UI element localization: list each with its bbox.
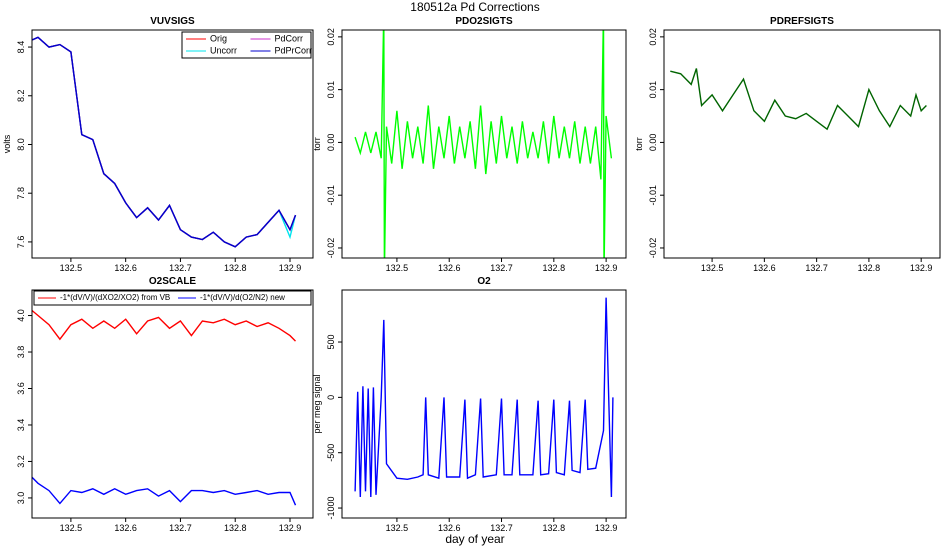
y-tick-label: 0 [326, 395, 336, 400]
data-line [32, 476, 297, 506]
y-tick-label: 4.0 [16, 309, 26, 322]
plot-frame [31, 289, 314, 519]
y-tick-label: 7.8 [16, 187, 26, 200]
x-tick-label: 132.5 [386, 263, 409, 273]
x-tick-label: 132.7 [169, 263, 192, 273]
data-line [354, 30, 613, 258]
x-tick-label: 132.5 [60, 263, 83, 273]
x-tick-label: 132.7 [490, 523, 513, 533]
plot-frame [31, 29, 314, 259]
x-tick-label: 132.7 [490, 263, 513, 273]
legend-box [33, 290, 312, 306]
legend-label: PdCorr [275, 33, 304, 43]
x-tick-label: 132.8 [543, 523, 566, 533]
legend-box [181, 31, 312, 59]
legend-label: PdPrCorr [275, 45, 313, 55]
legend-label: -1*(dV/V)/d(O2/N2) new [200, 293, 285, 302]
y-tick-label: -1000 [326, 497, 336, 520]
plot-frame [663, 29, 941, 259]
y-tick-label: 3.6 [16, 382, 26, 395]
x-tick-label: 132.9 [910, 263, 933, 273]
y-tick-label: 0.00 [648, 134, 658, 152]
y-tick-label: -0.02 [326, 238, 336, 259]
y-tick-label: 7.6 [16, 236, 26, 249]
y-tick-label: -500 [326, 444, 336, 462]
x-tick-label: 132.5 [386, 523, 409, 533]
y-axis-label: torr [634, 137, 644, 151]
panel-title: PDREFSIGTS [770, 16, 834, 27]
plot-frame [341, 289, 627, 519]
panel-title: O2SCALE [149, 276, 197, 287]
x-tick-label: 132.7 [805, 263, 828, 273]
x-tick-label: 132.8 [224, 263, 247, 273]
y-tick-label: 8.0 [16, 138, 26, 151]
x-tick-label: 132.9 [279, 523, 302, 533]
x-tick-label: 132.8 [543, 263, 566, 273]
y-tick-label: -0.02 [648, 238, 658, 259]
x-tick-label: 132.6 [753, 263, 776, 273]
y-tick-label: -0.01 [648, 185, 658, 206]
legend-label: Orig [210, 33, 227, 43]
legend-label: Uncorr [210, 45, 237, 55]
y-tick-label: 500 [326, 335, 336, 350]
legend-label: -1*(dV/V)/(dXO2/XO2) from VB [60, 293, 170, 302]
y-tick-label: 8.4 [16, 41, 26, 54]
y-tick-label: 0.01 [648, 81, 658, 99]
panel-title: VUVSIGS [150, 16, 195, 27]
x-tick-label: 132.9 [595, 523, 618, 533]
y-axis-label: torr [312, 137, 322, 151]
y-tick-label: 3.0 [16, 492, 26, 505]
data-line [32, 309, 296, 342]
x-tick-label: 132.6 [438, 263, 461, 273]
y-tick-label: 3.8 [16, 346, 26, 359]
x-tick-label: 132.6 [438, 523, 461, 533]
y-tick-label: 0.01 [326, 81, 336, 99]
x-tick-label: 132.8 [224, 523, 247, 533]
panel-title: PDO2SIGTS [455, 16, 513, 27]
x-tick-label: 132.6 [114, 263, 137, 273]
y-tick-label: 3.2 [16, 455, 26, 468]
y-axis-label: volts [2, 134, 12, 153]
y-tick-label: 3.4 [16, 419, 26, 432]
y-tick-label: -0.01 [326, 185, 336, 206]
y-axis-label: per meg signal [312, 374, 322, 433]
y-tick-label: 0.02 [326, 28, 336, 46]
x-tick-label: 132.8 [858, 263, 881, 273]
x-tick-label: 132.6 [114, 523, 137, 533]
figure-title: 180512a Pd Corrections [410, 0, 539, 14]
y-tick-label: 0.00 [326, 134, 336, 152]
plot-frame [341, 29, 627, 259]
x-tick-label: 132.9 [595, 263, 618, 273]
y-tick-label: 8.2 [16, 90, 26, 103]
x-tick-label: 132.9 [279, 263, 302, 273]
data-line [670, 68, 927, 131]
y-tick-label: 0.02 [648, 28, 658, 46]
x-axis-label: day of year [445, 532, 504, 546]
x-tick-label: 132.7 [169, 523, 192, 533]
data-line [354, 297, 614, 498]
x-tick-label: 132.5 [701, 263, 724, 273]
data-line [32, 36, 297, 248]
panel-title: O2 [477, 276, 491, 287]
x-tick-label: 132.5 [60, 523, 83, 533]
